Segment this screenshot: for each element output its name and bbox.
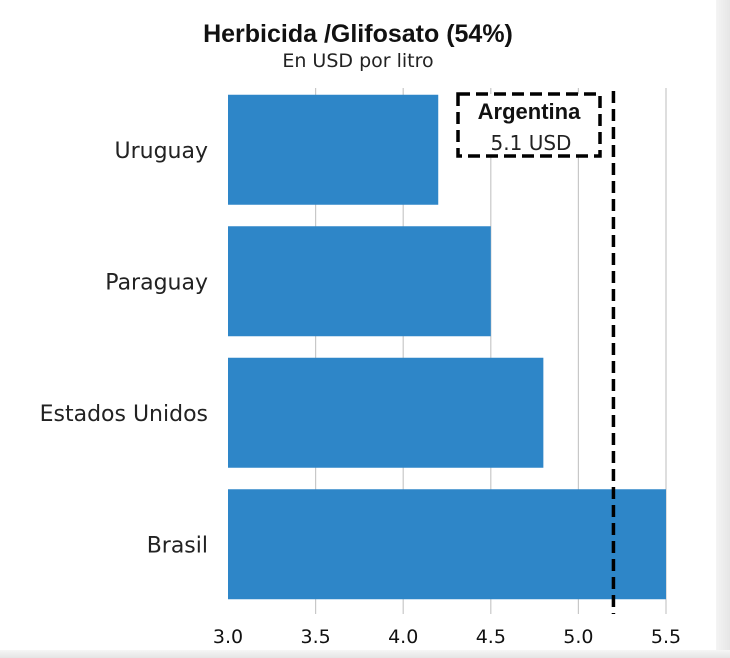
- annotation-border: [456, 92, 602, 158]
- page-edge-shadow-bottom: [0, 650, 730, 658]
- bar: [228, 226, 491, 337]
- bars: [228, 94, 666, 600]
- x-tick-label: 4.5: [476, 626, 506, 648]
- page-edge-shadow-right: [716, 0, 730, 658]
- bar: [228, 489, 666, 600]
- x-axis-ticks: 3.0 3.5 4.0 4.5 5.0 5.5: [213, 626, 681, 648]
- x-tick-label: 5.0: [563, 626, 593, 648]
- chart-title: Herbicida /Glifosato (54%): [203, 20, 513, 48]
- x-tick-label: 3.5: [300, 626, 330, 648]
- bar: [228, 94, 439, 205]
- annotation-box: Argentina 5.1 USD: [456, 92, 602, 158]
- x-tick-label: 5.5: [651, 626, 681, 648]
- annotation-title: Argentina: [478, 99, 581, 124]
- category-label: Uruguay: [115, 139, 209, 164]
- category-label: Brasil: [147, 533, 208, 558]
- bar: [228, 357, 544, 468]
- x-tick-label: 3.0: [213, 626, 243, 648]
- category-labels: Uruguay Paraguay Estados Unidos Brasil: [40, 139, 208, 559]
- category-label: Estados Unidos: [40, 402, 208, 427]
- category-label: Paraguay: [105, 270, 208, 295]
- annotation-value: 5.1 USD: [491, 131, 572, 155]
- chart-subtitle: En USD por litro: [282, 50, 433, 72]
- x-tick-label: 4.0: [388, 626, 418, 648]
